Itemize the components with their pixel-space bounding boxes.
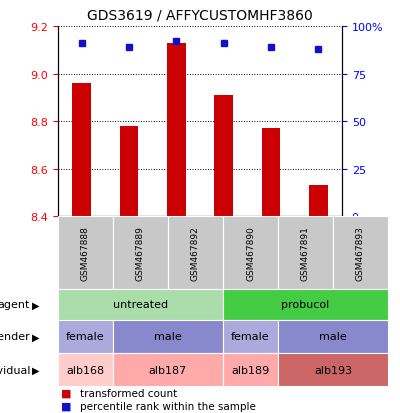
Text: ▶: ▶ (32, 365, 40, 375)
Text: GSM467891: GSM467891 (301, 225, 310, 280)
Text: GSM467890: GSM467890 (246, 225, 255, 280)
Text: ■: ■ (61, 401, 71, 411)
Text: female: female (231, 332, 270, 342)
Bar (309, 186, 328, 217)
Text: male: male (319, 332, 347, 342)
Bar (214, 96, 233, 217)
Text: GSM467893: GSM467893 (356, 225, 365, 280)
Text: alb168: alb168 (66, 365, 104, 375)
Text: alb193: alb193 (314, 365, 352, 375)
Text: alb187: alb187 (149, 365, 187, 375)
Text: transformed count: transformed count (80, 388, 177, 398)
Text: female: female (66, 332, 105, 342)
Bar (72, 84, 91, 217)
Text: GSM467892: GSM467892 (191, 225, 200, 280)
Bar (262, 129, 280, 217)
Text: ▶: ▶ (32, 299, 40, 310)
Text: untreated: untreated (113, 299, 168, 310)
Title: GDS3619 / AFFYCUSTOMHF3860: GDS3619 / AFFYCUSTOMHF3860 (87, 9, 313, 23)
Text: individual: individual (0, 365, 30, 375)
Text: percentile rank within the sample: percentile rank within the sample (80, 401, 256, 411)
Bar (167, 43, 186, 217)
Text: GSM467888: GSM467888 (81, 225, 90, 280)
Text: GSM467889: GSM467889 (136, 225, 145, 280)
Text: ■: ■ (61, 388, 71, 398)
Text: ▶: ▶ (32, 332, 40, 342)
Text: male: male (154, 332, 182, 342)
Bar (120, 127, 138, 217)
Text: probucol: probucol (281, 299, 330, 310)
Text: agent: agent (0, 299, 30, 310)
Text: alb189: alb189 (231, 365, 270, 375)
Text: gender: gender (0, 332, 30, 342)
